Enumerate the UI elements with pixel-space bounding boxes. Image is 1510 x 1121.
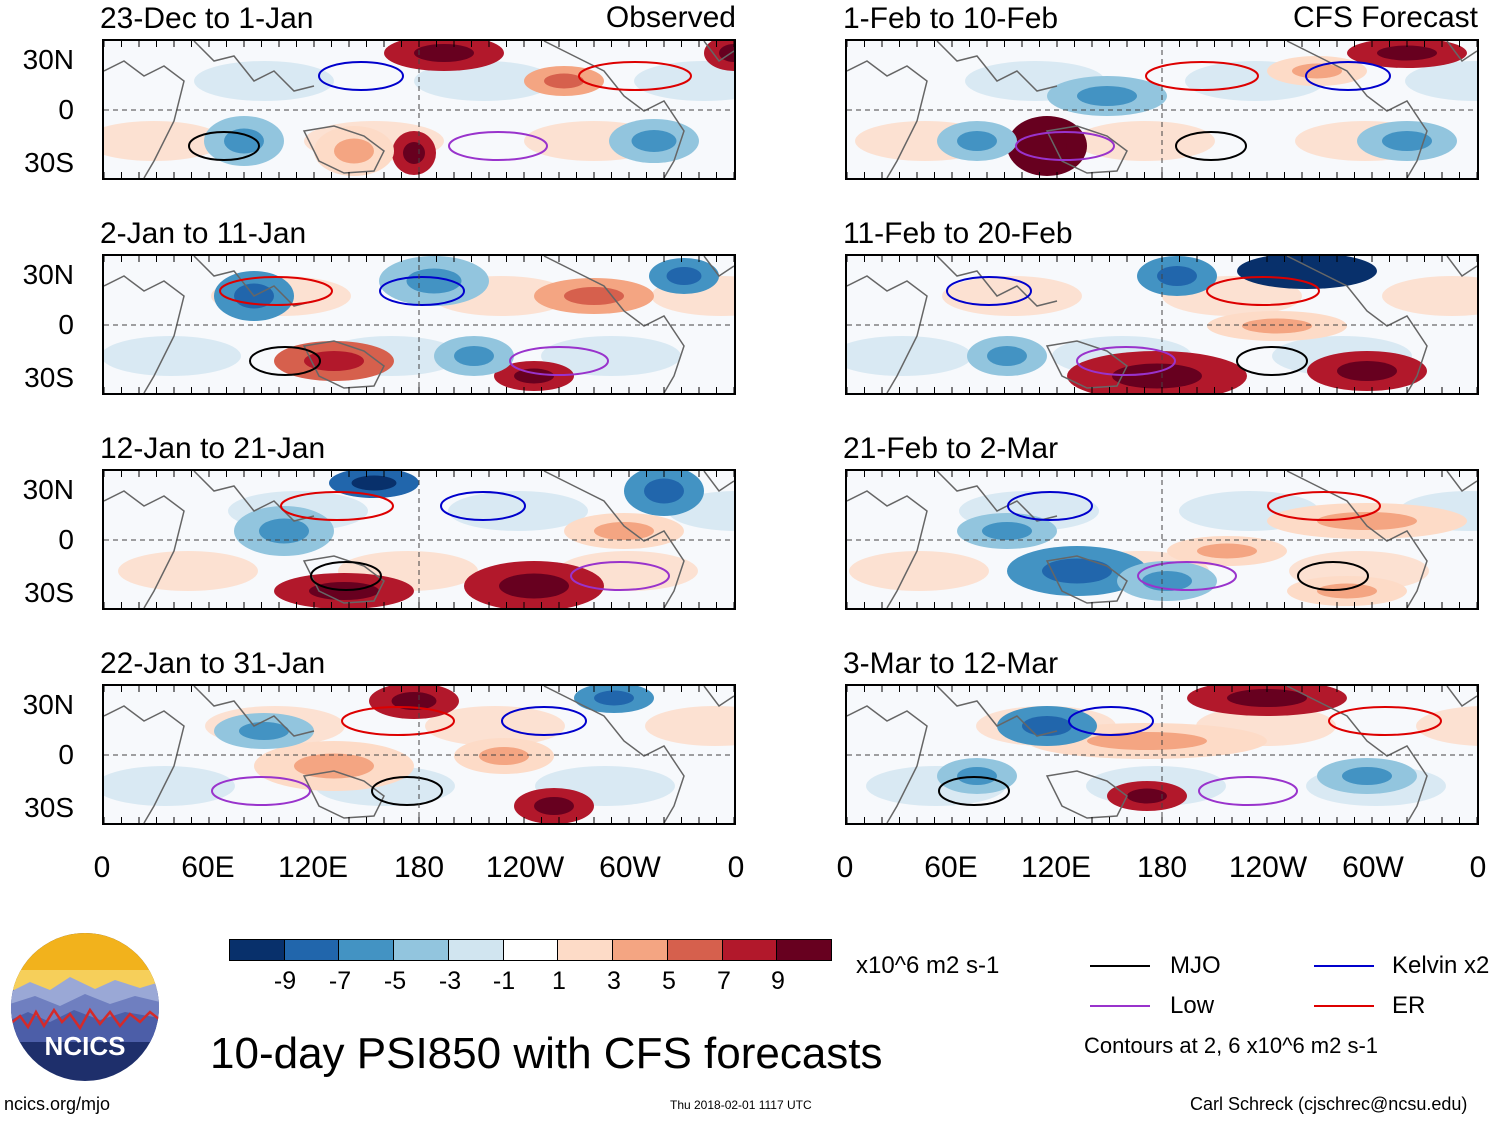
source-url[interactable]: ncics.org/mjo [4,1094,111,1114]
map-obs-4 [102,684,736,825]
lat-label: 0 [58,739,74,770]
colorbar-swatch [448,940,504,960]
panel-title-obs-3: 12-Jan to 21-Jan [100,432,326,465]
credit: Carl Schreck (cjschrec@ncsu.edu) [1190,1094,1468,1114]
lon-label: 60W [1342,851,1404,884]
lon-label: 180 [1136,851,1188,884]
colorbar-swatch [667,940,723,960]
lat-label: 30S [24,362,74,393]
lon-label: 120E [1020,851,1092,884]
lon-label: 60W [599,851,661,884]
lat-label: 0 [58,94,74,125]
lat-label: 30N [22,44,74,75]
lon-label: 120E [277,851,349,884]
colorbar-swatch [613,940,668,960]
legend-label-mjo: MJO [1170,952,1221,979]
observed-label: Observed [605,1,736,34]
colorbar-tick: -5 [383,967,407,995]
colorbar-tick: -3 [438,967,462,995]
lon-label: 0 [727,851,745,884]
colorbar-swatch [230,940,285,960]
forecast-label: CFS Forecast [1292,1,1478,34]
lon-label: 120W [1228,851,1308,884]
lon-label: 0 [1469,851,1487,884]
panel-title-fc-3: 21-Feb to 2-Mar [843,432,1059,465]
lat-label: 30N [22,259,74,290]
lat-label: 30N [22,474,74,505]
panel-title-fc-1: 1-Feb to 10-Feb [843,2,1059,35]
panel-title-obs-1: 23-Dec to 1-Jan [100,2,314,35]
legend-line-kelvin [1314,965,1374,967]
colorbar-tick: 5 [662,967,676,995]
legend-line-low [1090,1005,1150,1007]
colorbar-swatch [558,940,614,960]
legend-label-low: Low [1170,992,1215,1019]
colorbar-tick: 9 [771,967,785,995]
map-fc-2 [845,254,1479,395]
colorbar-tick: 1 [552,967,566,995]
lat-label: 30S [24,147,74,178]
legend-line-mjo [1090,965,1150,967]
colorbar-tick: -9 [273,967,297,995]
colorbar-tick: -1 [492,967,516,995]
panel-title-fc-4: 3-Mar to 12-Mar [843,647,1059,680]
logo-text: NCICS [45,1031,126,1061]
contour-note: Contours at 2, 6 x10^6 m2 s-1 [1084,1033,1379,1058]
map-obs-3 [102,469,736,610]
colorbar-units: x10^6 m2 s-1 [856,952,1000,979]
lon-label: 120W [485,851,565,884]
panel-title-fc-2: 11-Feb to 20-Feb [843,217,1073,250]
map-obs-1 [102,39,736,180]
lon-label: 0 [836,851,854,884]
map-obs-2 [102,254,736,395]
lon-label: 0 [93,851,111,884]
colorbar-swatch [503,940,559,960]
lat-label: 30N [22,689,74,720]
colorbar-tick: -7 [328,967,352,995]
colorbar-swatch [777,940,832,960]
colorbar-swatch [394,940,449,960]
panel-title-obs-2: 2-Jan to 11-Jan [100,217,307,250]
lon-label: 60E [924,851,978,884]
lon-label: 60E [181,851,235,884]
lat-label: 30S [24,577,74,608]
lat-label: 0 [58,309,74,340]
timestamp: Thu 2018-02-01 1117 UTC [670,1098,812,1112]
colorbar-tick: 3 [607,967,621,995]
colorbar-tick: 7 [717,967,731,995]
legend-label-kelvin: Kelvin x2 [1392,952,1490,979]
colorbar-swatch [284,940,340,960]
map-fc-4 [845,684,1479,825]
colorbar-swatch [339,940,395,960]
map-fc-3 [845,469,1479,610]
map-fc-1 [845,39,1479,180]
ncics-logo: NCICS [10,932,160,1082]
lon-label: 180 [393,851,445,884]
panel-title-obs-4: 22-Jan to 31-Jan [100,647,326,680]
colorbar [229,939,832,961]
main-title: 10-day PSI850 with CFS forecasts [210,1029,883,1078]
lat-label: 30S [24,792,74,823]
lat-label: 0 [58,524,74,555]
legend-line-er [1314,1005,1374,1007]
legend-label-er: ER [1392,992,1426,1019]
colorbar-swatch [722,940,778,960]
